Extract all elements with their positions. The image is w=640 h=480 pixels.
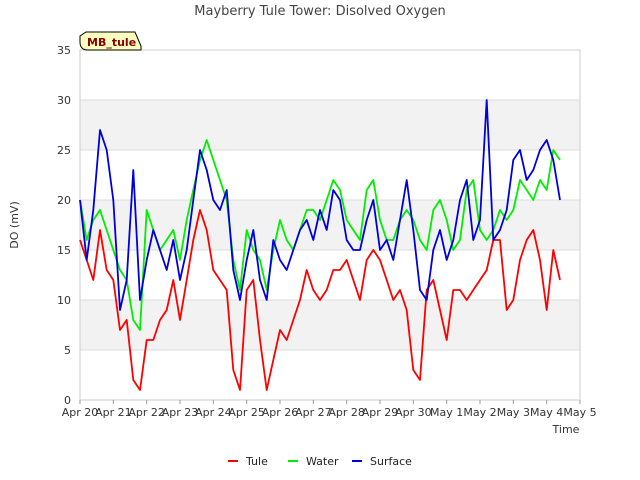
y-axis-ticks: 0 5 10 15 20 25 30 35 <box>57 44 71 407</box>
x-tick-label: Apr 24 <box>195 406 232 419</box>
chart-title: Mayberry Tule Tower: Disolved Oxygen <box>194 4 445 19</box>
x-tick-label: May 3 <box>497 406 530 419</box>
x-tick-label: May 1 <box>430 406 463 419</box>
x-tick-label: May 2 <box>463 406 496 419</box>
legend-label-tule: Tule <box>245 455 268 468</box>
x-tick-label: May 4 <box>530 406 563 419</box>
x-tick-label: Apr 21 <box>95 406 132 419</box>
x-tick-label: Apr 23 <box>162 406 199 419</box>
x-axis-label: Time <box>552 423 580 436</box>
x-tick-label: Apr 30 <box>395 406 432 419</box>
site-badge: MB_tule <box>79 31 142 51</box>
x-tick-label: May 5 <box>563 406 596 419</box>
x-tick-label: Apr 28 <box>328 406 365 419</box>
plot-bands <box>80 100 580 350</box>
x-tick-label: Apr 22 <box>128 406 165 419</box>
x-tick-label: Apr 29 <box>362 406 399 419</box>
grid-band <box>80 300 580 350</box>
y-tick-label: 5 <box>64 344 71 357</box>
y-tick-label: 15 <box>57 244 71 257</box>
x-tick-label: Apr 20 <box>62 406 99 419</box>
series-line-surface <box>79 99 561 311</box>
y-axis-label: DO (mV) <box>8 201 21 248</box>
y-tick-label: 30 <box>57 94 71 107</box>
y-tick-label: 25 <box>57 144 71 157</box>
series-line-tule <box>79 209 561 391</box>
x-tick-label: Apr 27 <box>295 406 332 419</box>
plot-area <box>79 49 581 401</box>
grid-band <box>80 100 580 150</box>
y-tick-label: 35 <box>57 44 71 57</box>
legend-label-surface: Surface <box>370 455 412 468</box>
site-badge-label: MB_tule <box>87 36 136 49</box>
x-tick-label: Apr 26 <box>262 406 299 419</box>
series-lines <box>79 99 561 391</box>
y-tick-label: 20 <box>57 194 71 207</box>
legend-label-water: Water <box>306 455 339 468</box>
y-tick-label: 10 <box>57 294 71 307</box>
y-tick-label: 0 <box>64 394 71 407</box>
x-tick-label: Apr 25 <box>228 406 265 419</box>
legend: Tule Water Surface <box>228 455 412 468</box>
